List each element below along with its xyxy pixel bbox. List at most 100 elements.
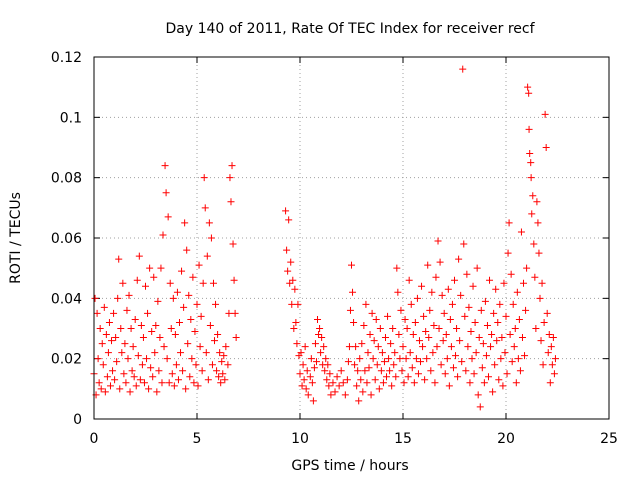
data-point xyxy=(381,334,389,342)
data-point xyxy=(191,328,199,336)
x-axis-title: GPS time / hours xyxy=(291,458,408,474)
data-point xyxy=(187,315,195,323)
data-point xyxy=(361,367,369,375)
data-point xyxy=(349,288,357,296)
data-point xyxy=(182,385,190,393)
data-point xyxy=(322,355,330,363)
data-point xyxy=(356,355,364,363)
x-tick-label: 15 xyxy=(394,431,412,447)
data-point xyxy=(494,318,502,326)
data-point xyxy=(181,219,189,227)
data-point xyxy=(481,297,489,305)
data-point xyxy=(209,279,217,287)
data-point xyxy=(456,337,464,345)
data-point xyxy=(216,349,224,357)
data-point xyxy=(527,174,535,182)
data-point xyxy=(548,361,556,369)
data-point xyxy=(443,355,451,363)
data-point xyxy=(525,89,533,97)
data-point xyxy=(144,309,152,317)
data-point xyxy=(96,325,104,332)
data-point xyxy=(504,249,512,257)
data-point xyxy=(527,159,535,167)
data-point xyxy=(126,388,134,396)
data-point xyxy=(445,382,453,390)
data-point xyxy=(537,337,545,345)
data-point xyxy=(435,325,443,332)
data-point xyxy=(484,373,492,381)
data-point xyxy=(397,306,405,314)
data-point xyxy=(197,312,205,320)
data-point xyxy=(492,285,500,293)
data-point xyxy=(551,355,559,363)
data-point xyxy=(298,382,306,390)
data-point xyxy=(403,325,411,332)
data-point xyxy=(224,361,232,369)
data-point xyxy=(230,276,238,284)
data-point xyxy=(518,334,526,342)
data-point xyxy=(201,204,209,212)
data-point xyxy=(386,367,394,375)
data-point xyxy=(225,309,233,317)
data-point xyxy=(483,321,491,329)
data-point xyxy=(163,355,171,363)
data-point xyxy=(424,261,432,269)
data-point xyxy=(529,192,537,200)
data-point xyxy=(509,300,517,308)
data-point xyxy=(142,282,149,290)
data-point xyxy=(542,144,550,151)
data-point xyxy=(133,276,141,284)
data-point xyxy=(306,373,314,381)
y-axis-title: ROTI / TECUs xyxy=(8,192,24,284)
data-point xyxy=(184,340,192,348)
data-point xyxy=(399,343,407,351)
data-point xyxy=(226,174,234,182)
data-point xyxy=(467,328,475,336)
data-point xyxy=(283,246,291,254)
data-point xyxy=(289,276,297,284)
data-point xyxy=(422,328,430,336)
data-point xyxy=(465,303,473,311)
data-point xyxy=(390,361,398,369)
data-point xyxy=(474,391,482,399)
data-point xyxy=(103,373,111,381)
data-point xyxy=(193,300,201,308)
data-point xyxy=(143,355,151,363)
data-point xyxy=(428,288,436,296)
data-point xyxy=(317,349,325,357)
data-point xyxy=(166,279,174,287)
data-point xyxy=(127,325,135,332)
data-point xyxy=(122,379,130,387)
data-point xyxy=(140,379,148,387)
data-point xyxy=(502,312,510,320)
data-point xyxy=(220,352,228,360)
data-point xyxy=(302,385,310,393)
data-point xyxy=(493,337,501,345)
data-point xyxy=(352,343,360,351)
data-point xyxy=(420,312,428,320)
x-tick-label: 20 xyxy=(497,431,515,447)
data-point xyxy=(549,334,557,342)
data-point xyxy=(221,376,229,384)
data-point xyxy=(186,373,194,381)
y-tick-label: 0 xyxy=(73,412,82,428)
data-point xyxy=(457,291,465,299)
data-point xyxy=(304,391,312,399)
data-point xyxy=(173,288,181,296)
data-point xyxy=(120,370,128,378)
grid-lines xyxy=(94,57,609,419)
data-point xyxy=(469,282,477,290)
data-point xyxy=(217,379,225,387)
data-point xyxy=(153,388,161,396)
data-point xyxy=(350,318,358,326)
data-point xyxy=(414,370,422,378)
data-point xyxy=(546,379,554,387)
data-point xyxy=(125,291,133,299)
data-point xyxy=(500,279,508,287)
data-point xyxy=(372,315,380,323)
data-point xyxy=(113,358,121,366)
data-point xyxy=(161,162,169,170)
data-point xyxy=(489,388,497,396)
data-point xyxy=(365,364,373,372)
data-point xyxy=(116,385,124,393)
